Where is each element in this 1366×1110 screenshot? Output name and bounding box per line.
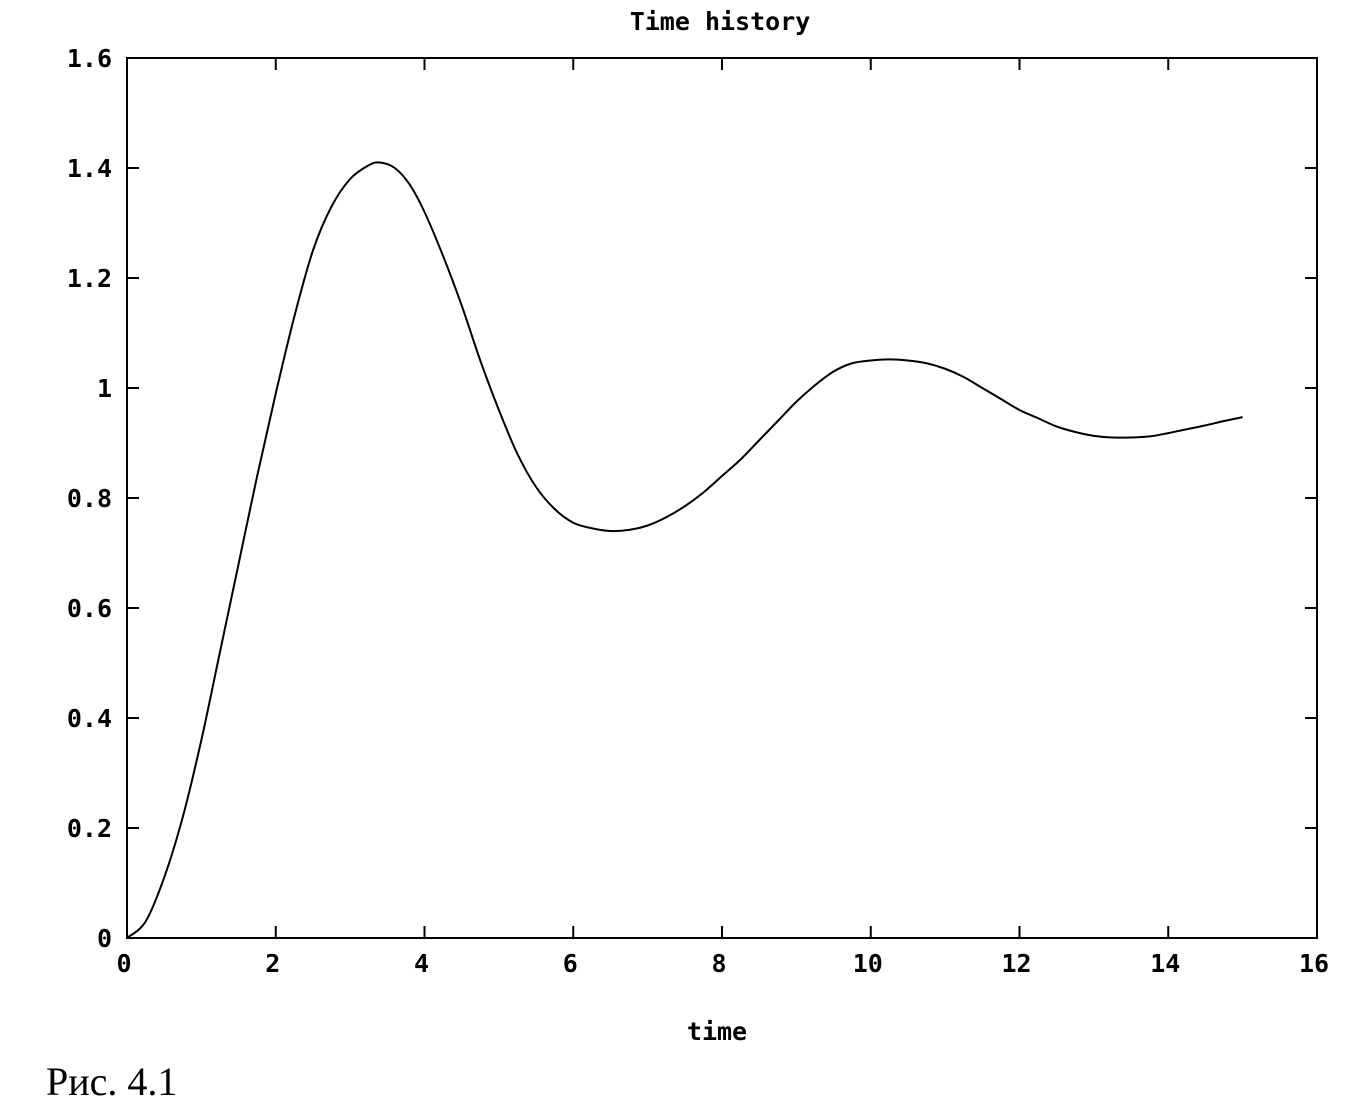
y-tick-label: 1.6 [67,44,112,73]
x-tick-label: 4 [414,949,429,978]
x-axis-label: time [687,1017,747,1046]
y-tick-label: 1 [97,374,112,403]
y-tick-label: 0.4 [67,704,112,733]
x-tick-label: 2 [265,949,280,978]
figure-caption: Рис. 4.1 [46,1059,178,1104]
plot-frame [126,57,1318,939]
x-tick-label: 16 [1299,949,1329,978]
y-tick-label: 1.4 [67,154,112,183]
x-tick-label: 8 [711,949,726,978]
y-tick-label: 0.8 [67,484,112,513]
chart-title: Time history [630,7,811,36]
y-tick-label: 1.2 [67,264,112,293]
y-axis-ticks [127,57,1317,939]
x-tick-label: 14 [1150,949,1180,978]
x-tick-label: 10 [853,949,883,978]
y-tick-label: 0.6 [67,594,112,623]
y-axis-tick-labels: 0 0.2 0.4 0.6 0.8 1 1.2 1.4 1.6 [67,44,112,953]
x-tick-label: 0 [116,949,131,978]
y-tick-label: 0 [97,924,112,953]
x-tick-label: 6 [563,949,578,978]
y-tick-label: 0.2 [67,814,112,843]
x-tick-label: 12 [1001,949,1031,978]
series-line [126,161,1243,939]
x-axis-ticks [126,58,1318,938]
x-axis-tick-labels: 0 2 4 6 8 10 12 14 16 [116,949,1329,978]
